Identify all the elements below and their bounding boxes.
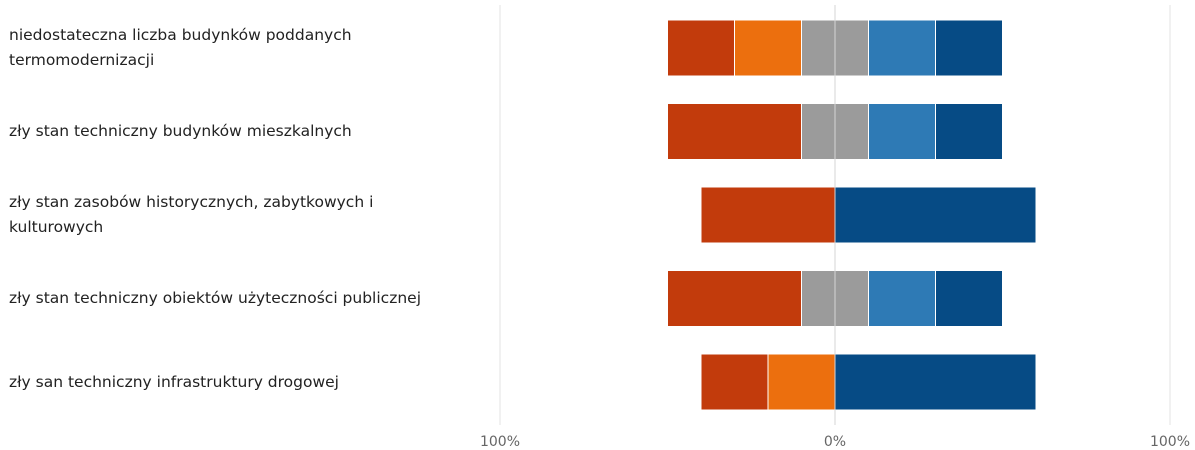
bar-segment bbox=[868, 103, 936, 160]
bar-segment bbox=[868, 270, 936, 327]
bar-segment bbox=[767, 353, 836, 411]
x-tick-label: 0% bbox=[824, 434, 846, 450]
bar-segment bbox=[834, 353, 1037, 411]
category-label: zły stan techniczny obiektów użytecznośc… bbox=[9, 289, 421, 307]
category-label: zły stan techniczny budynków mieszkalnyc… bbox=[9, 122, 352, 140]
bar-segment bbox=[834, 186, 1037, 244]
bar-segment bbox=[935, 103, 1003, 160]
category-label: niedostateczna liczba budynków poddanych… bbox=[9, 26, 352, 69]
category-label: zły stan zasobów historycznych, zabytkow… bbox=[9, 193, 374, 236]
bar-segment bbox=[935, 19, 1003, 77]
bar-segment bbox=[700, 186, 836, 244]
bar-segment bbox=[667, 19, 735, 77]
x-tick-label: 100% bbox=[480, 434, 520, 450]
bar-segment bbox=[868, 19, 936, 77]
bar-segment bbox=[734, 19, 802, 77]
x-tick-label: 100% bbox=[1150, 434, 1190, 450]
category-label: zły san techniczny infrastruktury drogow… bbox=[9, 372, 339, 391]
bar-segment bbox=[700, 353, 769, 411]
bar-segment bbox=[935, 270, 1003, 327]
bar-segment bbox=[667, 103, 802, 160]
bar-segment bbox=[667, 270, 802, 327]
